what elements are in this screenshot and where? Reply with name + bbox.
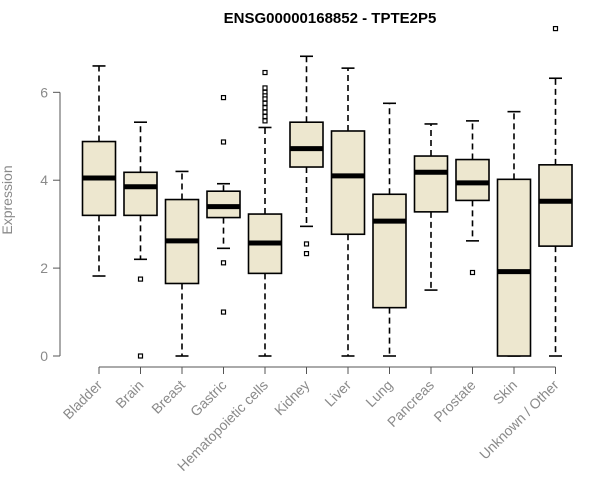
box-iqr xyxy=(372,193,407,309)
outlier-point xyxy=(262,105,268,111)
y-axis: 0 2 4 6 xyxy=(40,84,61,364)
x-tick-label: Skin xyxy=(490,377,521,408)
x-tick-label: Liver xyxy=(321,377,354,410)
box-breast xyxy=(164,170,200,357)
outlier-point xyxy=(552,25,559,32)
outlier-point xyxy=(220,139,227,145)
outlier-point xyxy=(220,260,227,266)
box-brain xyxy=(123,121,158,359)
box-skin xyxy=(496,110,532,357)
outlier-point xyxy=(262,100,268,106)
box-pancreas xyxy=(413,123,449,291)
y-tick-label: 6 xyxy=(40,84,48,100)
box-liver xyxy=(330,67,366,357)
y-axis-label: Expression xyxy=(0,165,15,234)
outlier-point xyxy=(262,85,268,91)
box-iqr xyxy=(330,130,366,236)
box-gastric xyxy=(206,94,241,315)
y-tick-label: 2 xyxy=(40,260,48,276)
outlier-point xyxy=(303,241,310,247)
x-tick-label: Unknown / Other xyxy=(476,377,562,463)
chart-title: ENSG00000168852 - TPTE2P5 xyxy=(224,10,437,27)
box-hematopoietic-cells xyxy=(247,69,283,357)
outlier-point xyxy=(262,118,268,124)
x-tick-label: Breast xyxy=(148,377,188,417)
outlier-point xyxy=(220,309,227,315)
box-prostate xyxy=(455,120,490,276)
outlier-point xyxy=(262,113,268,120)
box-iqr xyxy=(538,164,573,247)
outlier-point xyxy=(469,269,476,276)
outlier-point xyxy=(303,251,310,257)
x-tick-label: Prostate xyxy=(430,377,478,425)
box-iqr xyxy=(455,158,490,202)
box-lung xyxy=(372,102,407,357)
box-iqr xyxy=(289,121,324,168)
outlier-point xyxy=(220,94,227,101)
box-kidney xyxy=(289,55,324,257)
y-tick-label: 0 xyxy=(40,348,48,364)
x-tick-label: Brain xyxy=(112,377,146,411)
box-bladder xyxy=(81,65,117,277)
x-tick-label: Bladder xyxy=(60,377,106,423)
outlier-point xyxy=(262,96,268,102)
y-tick-label: 4 xyxy=(40,172,48,188)
outlier-point xyxy=(137,276,144,282)
x-tick-label: Kidney xyxy=(271,377,313,419)
box-iqr xyxy=(123,171,158,217)
x-tick-label: Lung xyxy=(362,377,395,410)
box-series xyxy=(81,25,573,359)
outlier-point xyxy=(262,109,268,115)
outlier-point xyxy=(262,69,268,76)
outlier-point xyxy=(137,353,144,359)
box-iqr xyxy=(413,155,449,213)
box-unknown-other xyxy=(538,25,573,357)
box-iqr xyxy=(496,178,532,357)
